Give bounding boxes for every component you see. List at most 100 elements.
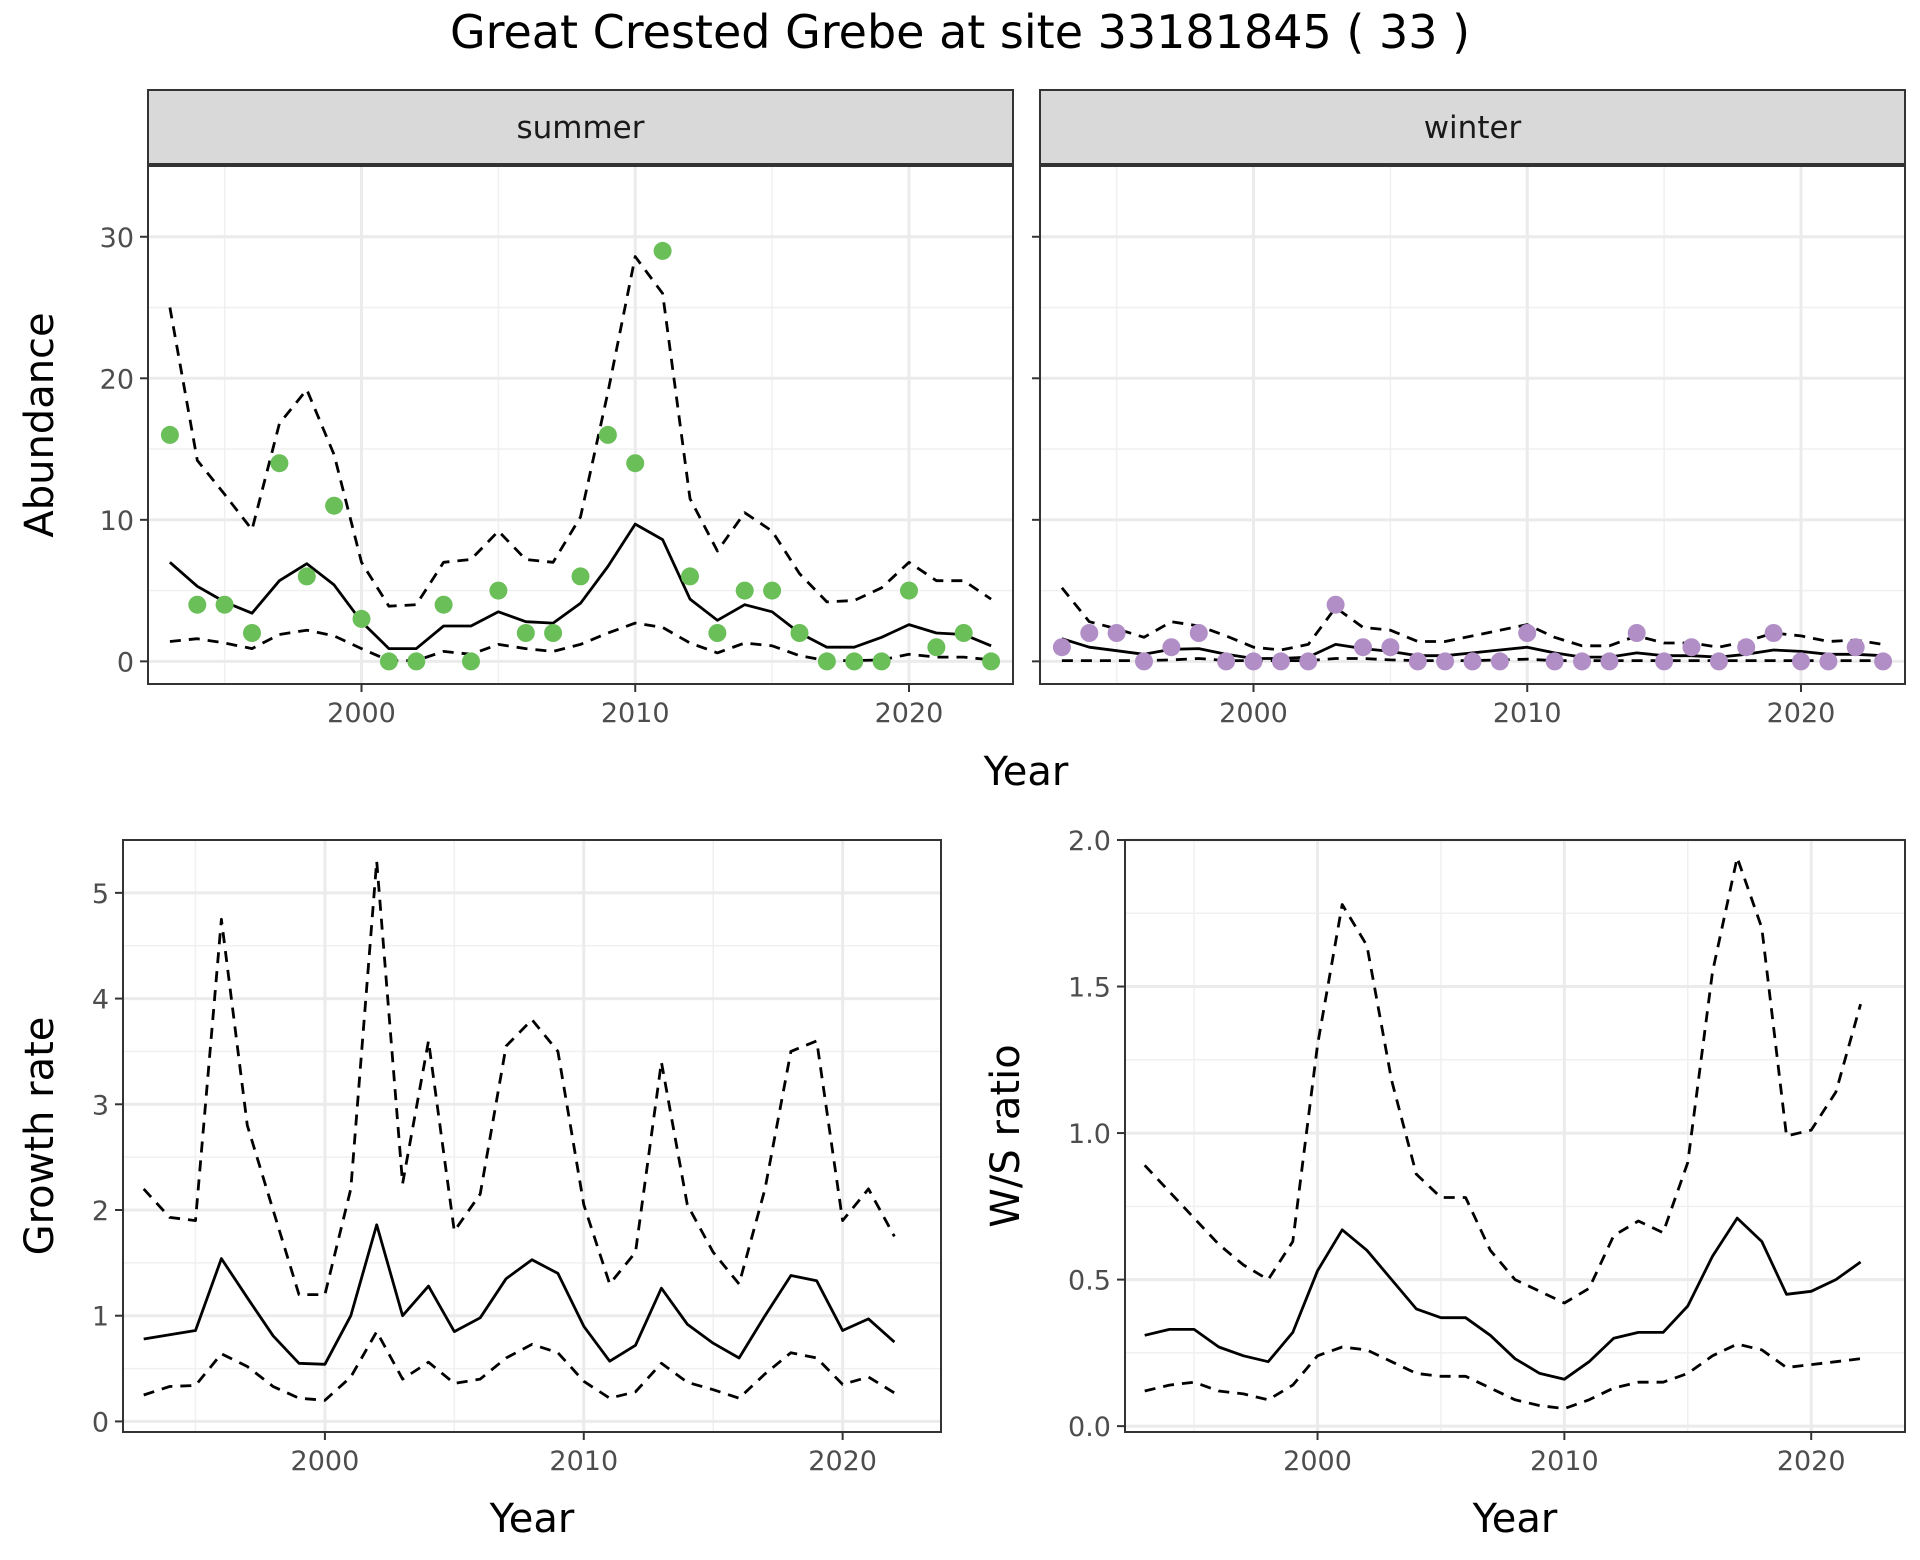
x-tick-label: 2000 [1283,1446,1352,1477]
data-point [927,638,946,657]
x-tick-label: 2020 [875,698,944,729]
data-point [270,454,289,473]
data-point [626,454,645,473]
facet-label: summer [516,110,644,146]
data-point [1737,638,1756,657]
data-point [1408,652,1427,671]
data-point [708,624,727,642]
data-point [516,624,535,642]
data-point [489,581,508,600]
x-tick-label: 2000 [327,698,396,729]
data-point [297,567,316,586]
x-tick-label: 2010 [549,1446,618,1477]
data-point [1436,652,1455,671]
data-point [954,624,973,642]
fit-line [1144,1216,1862,1381]
facet-label: winter [1424,110,1522,146]
facet-strip [147,89,1014,165]
data-point [1545,652,1564,671]
x-tick-label: 2020 [1777,1446,1846,1477]
data-point [598,425,617,444]
data-point [982,652,1001,671]
data-point [790,624,809,642]
data-point [1381,638,1400,657]
panel-winter: winter 2000 2010 2020 [1032,89,1906,729]
y-tick-label: 1 [92,1302,109,1333]
y-axis-title: Growth rate [17,1017,63,1256]
panel-border [147,165,1014,685]
data-point [1874,652,1893,671]
data-point [817,652,836,671]
data-point [188,595,207,614]
y-tick-label: 0 [117,647,134,678]
y-tick-label: 5 [92,879,109,910]
plot-area [148,166,1013,684]
data-point [1217,652,1236,671]
y-tick-label: 20 [100,364,134,395]
data-point [462,652,480,671]
y-tick-label: 0.0 [1068,1412,1111,1443]
data-point [1627,624,1646,642]
data-point [544,624,563,642]
facet-strip [1039,89,1906,165]
data-point [352,609,371,628]
panel-border [122,839,942,1433]
x-tick-label: 2020 [1767,698,1836,729]
y-tick-label: 4 [92,985,109,1016]
data-point [1162,638,1181,657]
data-point [1819,652,1838,671]
x-tick-label: 2010 [1493,698,1562,729]
data-point [681,567,699,586]
data-point [1107,624,1126,642]
panel-border [1039,165,1906,685]
data-point [160,425,179,444]
data-point [1271,652,1290,671]
y-tick-label: 0 [92,1407,109,1438]
data-point [1463,652,1482,671]
data-point [215,595,234,614]
y-tick-label: 2 [92,1196,109,1227]
data-point [1655,652,1674,671]
y-tick-label: 1.5 [1068,973,1111,1004]
data-point [1080,624,1099,642]
y-tick-label: 2.0 [1068,826,1111,857]
lower-bound-line [1061,657,1884,662]
data-point [1326,595,1345,614]
panel-summer: summer 2000 2010 2020 0 10 20 30 Abundance [17,89,1014,729]
y-tick-label: 3 [92,1090,109,1121]
data-point [1518,624,1537,642]
fit-line [168,522,992,650]
data-point [243,624,261,642]
data-point [900,581,918,600]
data-point [379,652,398,671]
x-tick-label: 2010 [601,698,670,729]
data-point [735,581,754,600]
y-tick-label: 1.0 [1068,1119,1111,1150]
y-tick-label: 10 [100,506,134,537]
data-point [845,652,864,671]
fit-line [143,1223,896,1366]
data-point [1244,652,1263,671]
data-point [872,652,891,671]
x-axis-title: Year [1472,1496,1558,1542]
data-point [407,652,426,671]
data-point [1792,652,1810,671]
upper-bound-line [142,859,896,1296]
lower-bound-line [169,621,992,662]
data-point [1709,652,1728,671]
data-point [1052,638,1071,657]
data-point [1354,638,1372,657]
upper-bound-line [168,255,992,608]
upper-bound-line [1143,856,1862,1305]
data-point [1135,652,1153,671]
plot-area [1040,166,1905,684]
data-point [1573,652,1591,671]
data-point [1764,624,1783,642]
data-point [1189,624,1208,642]
chart-title: Great Crested Grebe at site 33181845 ( 3… [450,5,1470,59]
lower-bound-line [1144,1342,1861,1410]
data-point [325,496,344,515]
panel-growth: 2000 2010 2020 0 1 2 3 4 5 Growth rate Year [17,839,942,1542]
